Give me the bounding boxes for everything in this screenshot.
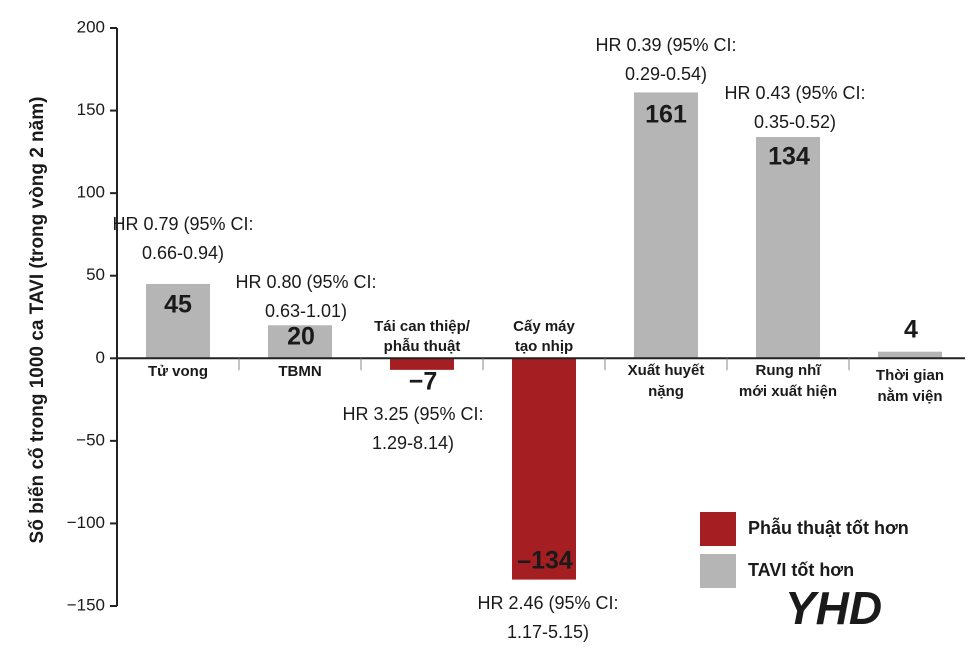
- annotation: HR 0.43 (95% CI:: [724, 83, 865, 103]
- y-tick-label: 50: [86, 265, 105, 284]
- value-label: 45: [164, 291, 192, 319]
- x-tick-label: phẫu thuật: [384, 338, 461, 355]
- annotation: HR 0.79 (95% CI:: [112, 214, 253, 234]
- annotation: 0.29-0.54): [625, 64, 707, 84]
- x-tick-label: Tử vong: [148, 363, 208, 380]
- bar: [878, 351, 942, 359]
- x-tick-label: Rung nhĩ: [756, 362, 822, 379]
- bar: [634, 92, 698, 359]
- bar: [756, 136, 820, 359]
- y-tick-label: 100: [77, 183, 105, 202]
- annotation: HR 0.80 (95% CI:: [235, 272, 376, 292]
- y-tick-label: −100: [67, 513, 105, 532]
- x-tick-label: nặng: [648, 383, 684, 400]
- value-label: 134: [768, 143, 810, 171]
- y-tick-label: −50: [76, 430, 105, 449]
- x-tick-label: Xuất huyết: [628, 362, 705, 379]
- x-tick-label: Tái can thiệp/: [374, 318, 471, 335]
- x-tick-label: Cấy máy: [513, 318, 575, 335]
- x-tick-label: Thời gian: [876, 367, 944, 384]
- bar: [146, 283, 210, 359]
- x-tick-label: TBMN: [278, 363, 321, 380]
- value-label: 161: [645, 101, 687, 129]
- annotation: 1.17-5.15): [507, 622, 589, 642]
- annotation: 1.29-8.14): [372, 433, 454, 453]
- y-tick-label: 150: [77, 100, 105, 119]
- bar: [390, 358, 454, 370]
- legend-swatch: [700, 554, 736, 588]
- y-axis-label: Số biến cố trong 1000 ca TAVI (trong vòn…: [27, 97, 48, 544]
- x-tick-label: mới xuất hiện: [739, 383, 837, 400]
- bar: [512, 358, 576, 580]
- annotation: HR 3.25 (95% CI:: [342, 404, 483, 424]
- x-tick-label: nằm viện: [877, 387, 942, 405]
- watermark: YHD: [785, 582, 882, 634]
- annotation: 0.63-1.01): [265, 301, 347, 321]
- annotation: HR 2.46 (95% CI:: [477, 593, 618, 613]
- legend-label: Phẫu thuật tốt hơn: [748, 517, 909, 538]
- value-label: 20: [287, 323, 315, 351]
- y-tick-label: −150: [67, 595, 105, 614]
- y-tick-label: 0: [96, 348, 105, 367]
- value-label: –134: [517, 547, 573, 575]
- value-label: −7: [409, 368, 438, 396]
- value-label: 4: [904, 316, 918, 344]
- legend-swatch: [700, 512, 736, 546]
- x-tick-label: tạo nhịp: [515, 338, 573, 355]
- bar: [268, 325, 332, 359]
- annotation: 0.35-0.52): [754, 112, 836, 132]
- y-tick-label: 200: [77, 17, 105, 36]
- annotation: 0.66-0.94): [142, 243, 224, 263]
- legend-label: TAVI tốt hơn: [748, 560, 854, 580]
- annotation: HR 0.39 (95% CI:: [595, 35, 736, 55]
